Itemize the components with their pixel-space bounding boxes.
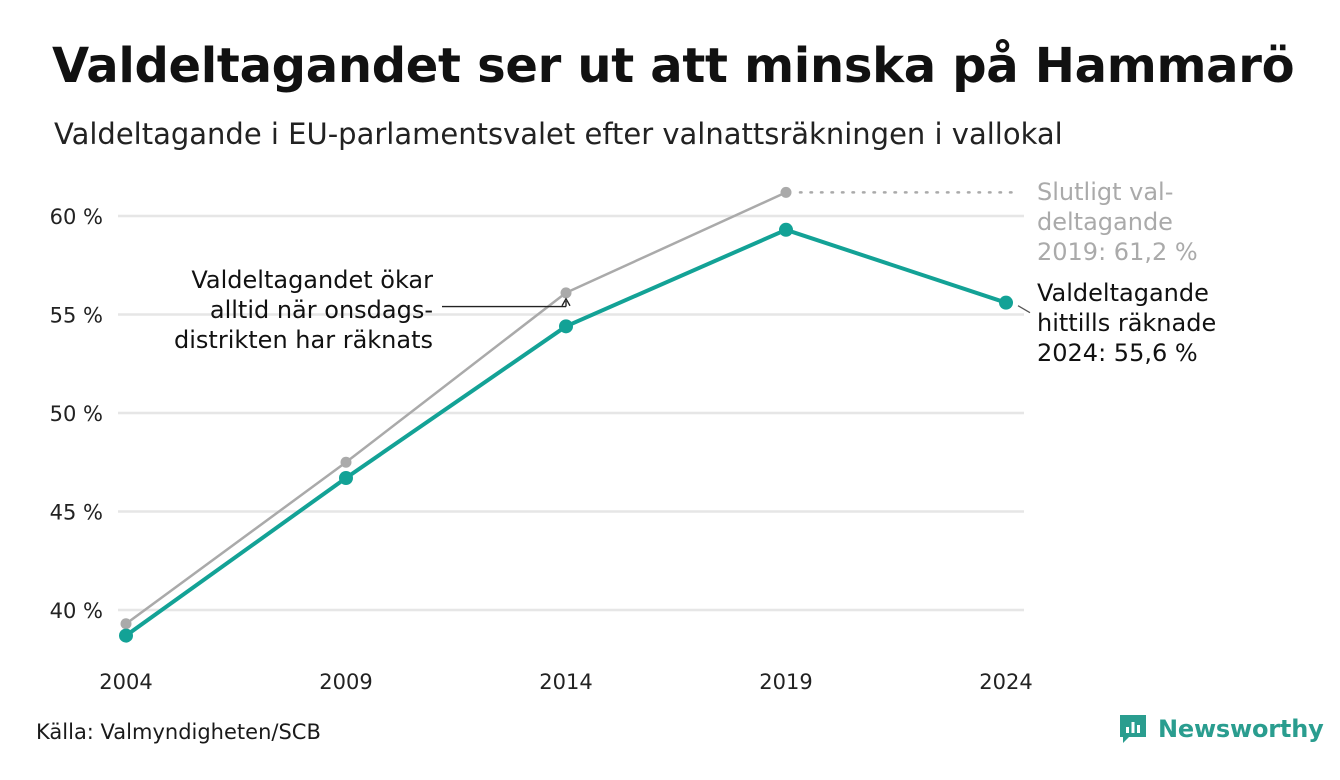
final-2019-annotation-line-1: Slutligt val- xyxy=(1037,178,1173,206)
onsdag-annotation-line-3: distrikten har räknats xyxy=(174,326,433,354)
onsdag-annotation: Valdeltagandet ökar alltid när onsdags-di… xyxy=(174,266,433,354)
onsdag-annotation-line-2: alltid när onsdags- xyxy=(210,296,433,324)
final-2019-annotation-line-3: 2019: 61,2 % xyxy=(1037,238,1198,266)
current-2024-leader xyxy=(1017,305,1031,314)
brand-name: Newsworthy xyxy=(1158,715,1324,743)
chart-subtitle: Valdeltagande i EU-parlamentsvalet efter… xyxy=(54,117,1063,151)
newsworthy-logo: Newsworthy xyxy=(1118,712,1324,746)
final-series-point-2014 xyxy=(560,287,572,299)
onsdag-annotation-line-1: Valdeltagandet ökar xyxy=(191,266,433,294)
source-note: Källa: Valmyndigheten/SCB xyxy=(36,720,321,744)
x-tick-label-2019: 2019 xyxy=(759,670,812,694)
y-tick-label-50: 50 % xyxy=(50,402,103,426)
final-series-line xyxy=(124,191,788,626)
final-series-point-2009 xyxy=(340,456,352,468)
final-series-point-2004 xyxy=(120,618,132,630)
election-night-series-point-2019 xyxy=(779,222,793,237)
current-2024-annotation-line-1: Valdeltagande xyxy=(1037,279,1209,307)
election-night-series-point-2004 xyxy=(119,628,133,643)
current-2024-annotation-line-3: 2024: 55,6 % xyxy=(1037,339,1198,367)
y-tick-label-60: 60 % xyxy=(50,205,103,229)
onsdag-arrow-head xyxy=(561,297,571,307)
y-tick-label-45: 45 % xyxy=(50,501,103,525)
final-2019-annotation-line-2: deltagande xyxy=(1037,208,1173,236)
y-tick-label-55: 55 % xyxy=(50,304,103,328)
election-night-series-point-2024 xyxy=(999,295,1013,310)
chart-title: Valdeltagandet ser ut att minska på Hamm… xyxy=(52,38,1295,94)
x-tick-label-2009: 2009 xyxy=(319,670,372,694)
final-series-point-2019 xyxy=(780,186,792,198)
current-2024-annotation: Valdeltagande hittills räknade 2024: 55,6 … xyxy=(1037,279,1216,367)
x-tick-label-2004: 2004 xyxy=(99,670,152,694)
current-2024-annotation-line-2: hittills räknade xyxy=(1037,309,1216,337)
newsworthy-logo-icon xyxy=(1120,715,1146,743)
final-2019-annotation: Slutligt val-deltagande 2019: 61,2 % xyxy=(1037,178,1198,266)
election-night-series-point-2014 xyxy=(559,319,573,334)
y-tick-label-40: 40 % xyxy=(50,599,103,623)
election-night-series-point-2009 xyxy=(339,471,353,486)
x-tick-label-2024: 2024 xyxy=(979,670,1032,694)
x-tick-label-2014: 2014 xyxy=(539,670,592,694)
